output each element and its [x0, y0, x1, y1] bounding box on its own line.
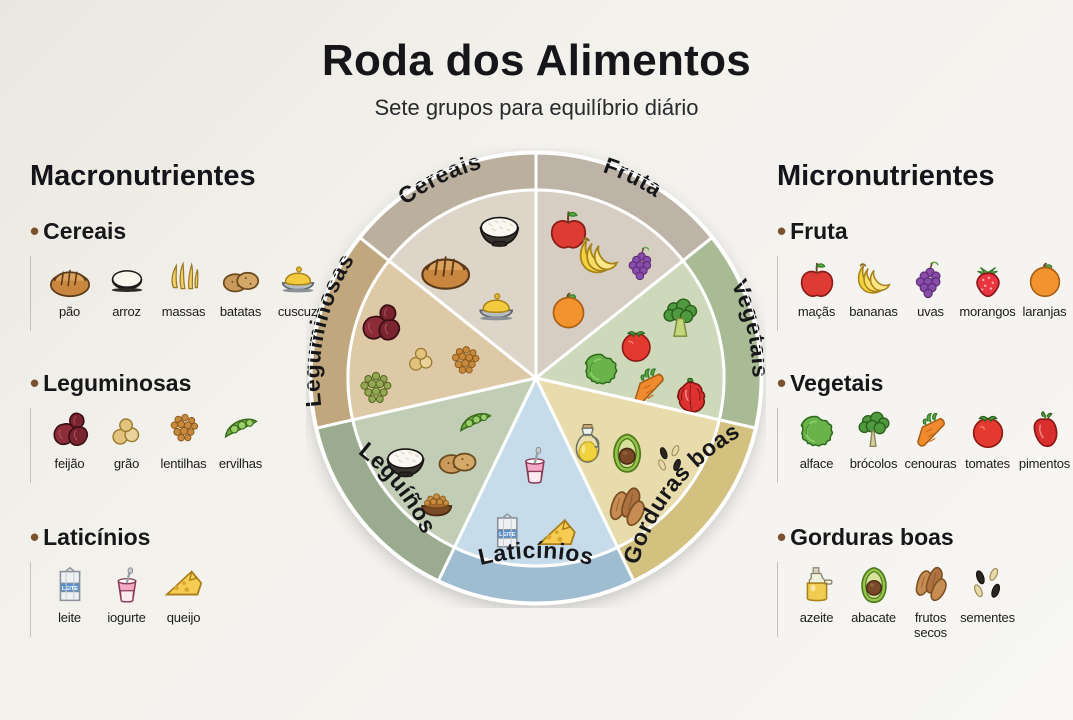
svg-text:LEITE: LEITE: [499, 532, 515, 538]
svg-text:LEITE: LEITE: [61, 586, 77, 592]
